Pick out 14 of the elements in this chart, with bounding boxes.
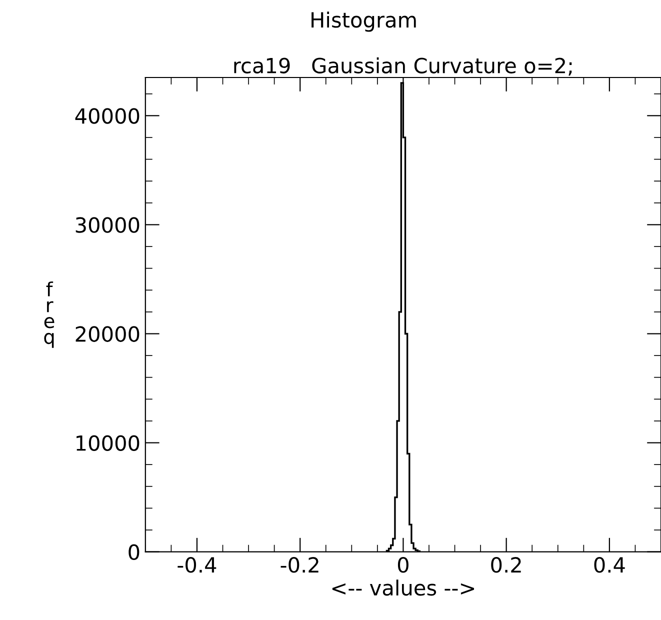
y-tick-label: 30000 bbox=[76, 217, 140, 233]
x-tick-label: 0.2 bbox=[491, 557, 521, 573]
chart-subtitle: rca19 Gaussian Curvature o=2; bbox=[234, 57, 572, 76]
y-tick-label: 10000 bbox=[76, 435, 140, 451]
x-tick-label: 0 bbox=[398, 557, 408, 573]
x-tick-label: -0.2 bbox=[280, 557, 318, 573]
chart-title: Histogram bbox=[312, 12, 416, 32]
x-tick-label: -0.4 bbox=[178, 557, 216, 573]
x-tick-label: 0.4 bbox=[594, 557, 625, 573]
y-tick-label: 40000 bbox=[75, 108, 140, 124]
y-axis-title: freq bbox=[44, 281, 54, 348]
x-axis-title: <-- values --> bbox=[332, 580, 474, 596]
y-tick-label: 0 bbox=[128, 544, 140, 560]
y-tick-label: 20000 bbox=[76, 326, 140, 342]
